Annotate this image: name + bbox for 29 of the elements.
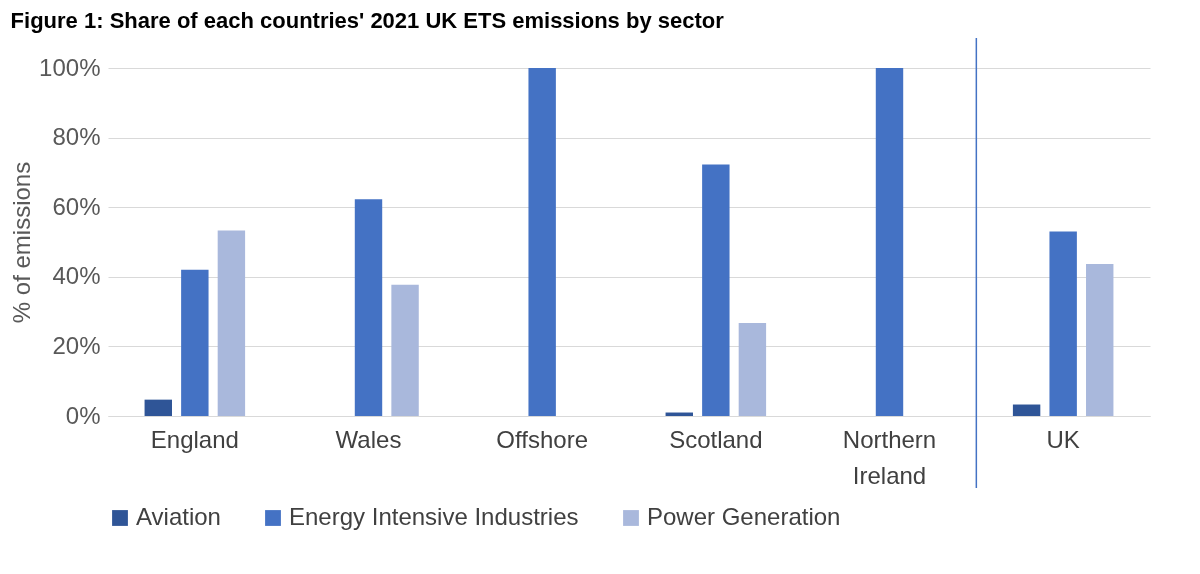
y-tick-label: 100%	[39, 53, 101, 81]
x-tick-label: Northern Ireland	[842, 425, 937, 489]
bar	[1012, 404, 1041, 416]
y-tick-label: 20%	[52, 331, 101, 359]
x-tick-label: Offshore	[496, 425, 588, 453]
x-tick-label: Wales	[335, 425, 402, 453]
y-tick-label: 40%	[52, 262, 101, 290]
y-tick-label: 80%	[52, 123, 101, 151]
bar	[738, 323, 767, 416]
bar	[702, 164, 730, 416]
x-tick-label: Scotland	[669, 425, 763, 453]
y-tick-label: 0%	[65, 401, 101, 429]
y-tick-label: 60%	[52, 192, 101, 220]
bar	[1086, 263, 1114, 416]
x-tick-label: England	[150, 425, 239, 453]
bar	[217, 230, 246, 416]
legend-label: Power Generation	[647, 503, 841, 530]
bar	[354, 199, 383, 416]
chart-title: Figure 1: Share of each countries' 2021 UK ETS emissions by sector	[10, 8, 725, 34]
bar	[875, 68, 904, 416]
bar	[1049, 231, 1077, 416]
legend-label: Aviation	[136, 503, 221, 530]
legend-label: Energy Intensive Industries	[289, 503, 579, 530]
y-axis-title: % of emissions	[8, 161, 36, 324]
bar	[528, 68, 556, 416]
bar	[391, 284, 419, 416]
x-tick-label: UK	[1046, 425, 1080, 453]
bar	[181, 269, 209, 416]
bar	[144, 399, 172, 416]
